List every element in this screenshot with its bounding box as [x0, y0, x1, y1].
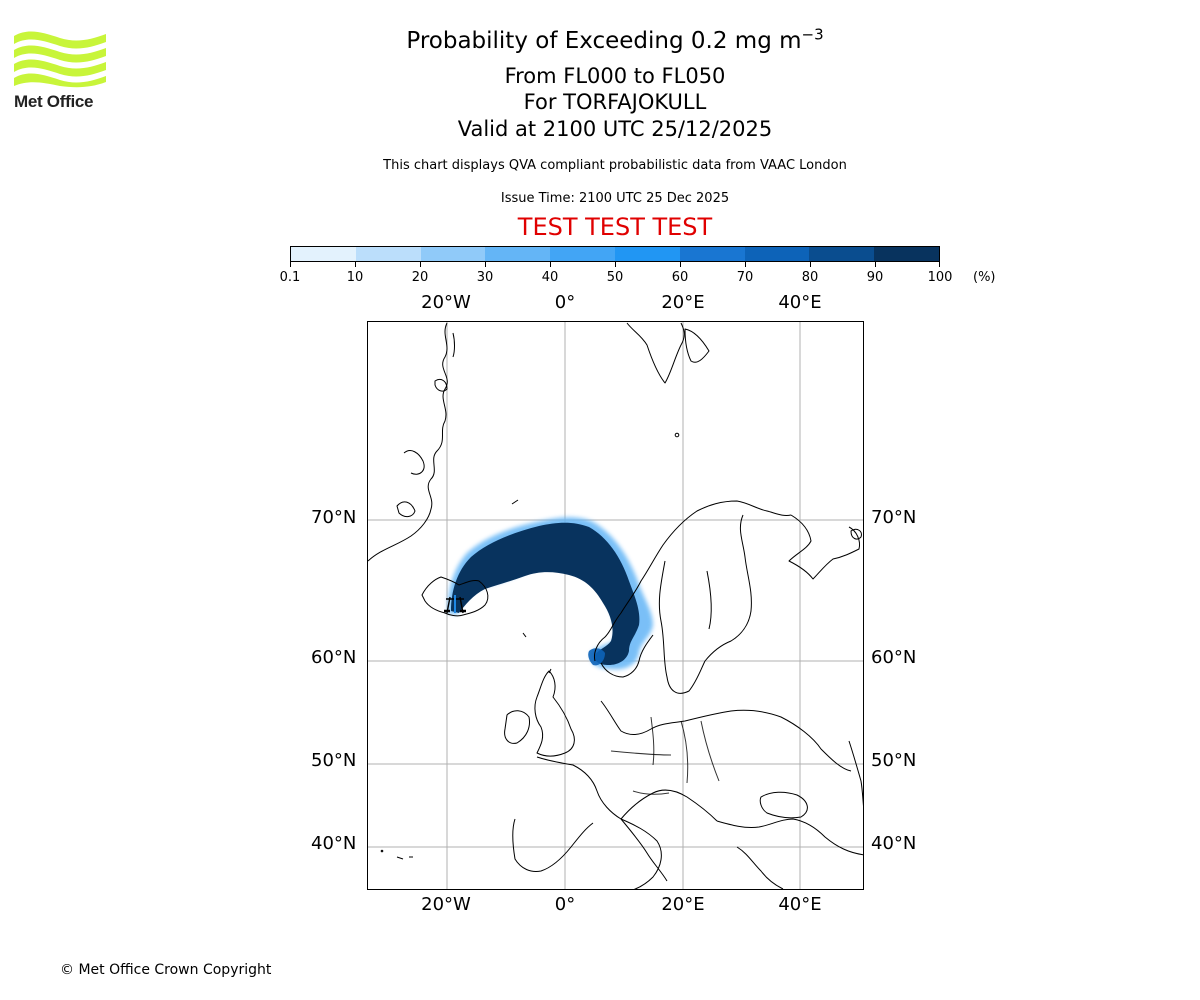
colorbar-label: 10: [346, 270, 364, 285]
colorbar-tick: [810, 262, 811, 267]
colorbar-bin: [355, 247, 421, 261]
met-office-waves-icon: [14, 31, 106, 88]
colorbar-bin: [874, 247, 939, 261]
test-banner: TEST TEST TEST: [517, 213, 713, 241]
lon-label-bottom: 20°E: [661, 894, 705, 915]
colorbar-bin: [679, 247, 745, 261]
colorbar-tick: [290, 262, 291, 267]
colorbar-tick: [550, 262, 551, 267]
colorbar-bin: [614, 247, 680, 261]
lat-label-right: 40°N: [871, 833, 917, 854]
colorbar-label: 20: [411, 270, 429, 285]
lon-label-top: 40°E: [778, 292, 822, 313]
colorbar-tick: [485, 262, 486, 267]
lon-label-bottom: 0°: [554, 894, 576, 915]
colorbar-unit: (%): [973, 270, 996, 285]
lon-label-top: 0°: [554, 292, 576, 313]
map-canvas: [368, 322, 863, 889]
colorbar-label: 70: [736, 270, 754, 285]
logo-text: Met Office: [14, 92, 94, 111]
colorbar-bin: [485, 247, 551, 261]
colorbar: [290, 246, 940, 262]
lon-label-top: 20°W: [421, 292, 471, 313]
colorbar-bin: [420, 247, 486, 261]
valid-time-line: Valid at 2100 UTC 25/12/2025: [457, 117, 773, 141]
colorbar-bin: [291, 247, 356, 261]
lat-label-left: 60°N: [311, 647, 357, 668]
colorbar-label: 90: [866, 270, 884, 285]
lat-label-left: 70°N: [311, 507, 357, 528]
map-panel[interactable]: [367, 321, 864, 890]
volcano-line: For TORFAJOKULL: [523, 90, 707, 114]
lon-label-bottom: 20°W: [421, 894, 471, 915]
copyright-text: © Met Office Crown Copyright: [60, 962, 272, 978]
colorbar-label: 60: [671, 270, 689, 285]
colorbar-tick: [939, 262, 940, 267]
flight-level-line: From FL000 to FL050: [504, 64, 726, 88]
colorbar-label: 50: [606, 270, 624, 285]
lon-label-top: 20°E: [661, 292, 705, 313]
colorbar-tick: [745, 262, 746, 267]
colorbar-bin: [809, 247, 875, 261]
issue-time: Issue Time: 2100 UTC 25 Dec 2025: [500, 191, 730, 206]
ash-plume: [447, 517, 653, 670]
volcano-icon: [444, 595, 466, 614]
colorbar-label: 40: [541, 270, 559, 285]
colorbar-tick: [355, 262, 356, 267]
disclaimer-text: This chart displays QVA compliant probab…: [383, 158, 847, 173]
coastlines: [368, 322, 863, 889]
colorbar-tick: [680, 262, 681, 267]
colorbar-tick: [875, 262, 876, 267]
colorbar-bin: [744, 247, 810, 261]
met-office-logo: Met Office: [14, 30, 106, 112]
colorbar-label: 100: [927, 270, 953, 285]
chart-title: Probability of Exceeding 0.2 mg m−3: [0, 26, 1200, 56]
colorbar-tick: [615, 262, 616, 267]
lat-label-right: 70°N: [871, 507, 917, 528]
lat-label-left: 40°N: [311, 833, 357, 854]
title-main: Probability of Exceeding 0.2 mg m: [406, 28, 802, 54]
colorbar-label: 30: [476, 270, 494, 285]
colorbar-label: 80: [801, 270, 819, 285]
title-superscript: −3: [801, 25, 824, 44]
colorbar-bin: [550, 247, 615, 261]
colorbar-tick: [420, 262, 421, 267]
lat-label-right: 50°N: [871, 750, 917, 771]
colorbar-label: 0.1: [279, 270, 301, 285]
lat-label-right: 60°N: [871, 647, 917, 668]
lat-label-left: 50°N: [311, 750, 357, 771]
lon-label-bottom: 40°E: [778, 894, 822, 915]
